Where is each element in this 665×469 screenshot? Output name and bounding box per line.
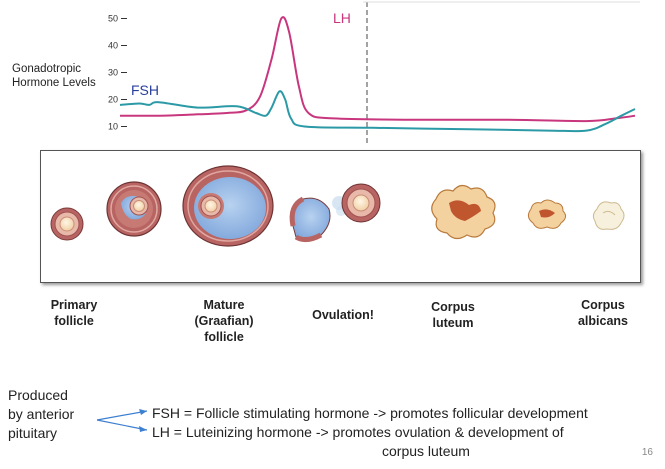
- y-tick-label: 10: [108, 122, 118, 132]
- label-mature-line1: Mature: [203, 298, 245, 312]
- corpus-albicans-illustration: [527, 199, 625, 230]
- hormone-level-chart: 10 20 30 40 50 LH FSH: [108, 1, 640, 145]
- secondary-follicle-illustration: [106, 181, 162, 237]
- ovulation-illustration: [289, 183, 381, 243]
- y-axis-label: Gonadotropic Hormone Levels: [12, 62, 96, 90]
- y-tick-label: 40: [108, 41, 118, 51]
- lh-definition-line1: LH = Luteinizing hormone -> promotes ovu…: [152, 424, 564, 440]
- label-mature-line2: (Graafian): [194, 314, 254, 328]
- label-mature-line3: follicle: [204, 330, 244, 344]
- follicle-stages-illustration: [50, 165, 625, 247]
- legend-arrows: [96, 409, 148, 432]
- fsh-series-line: [119, 90, 636, 133]
- label-mature-follicle: Mature (Graafian) follicle: [186, 297, 262, 345]
- label-corpus-luteum: Corpus luteum: [423, 299, 483, 331]
- y-tick-label: 20: [108, 95, 118, 105]
- lh-series-line: [119, 16, 636, 123]
- y-tick-label: 30: [108, 68, 118, 78]
- label-ovulation: Ovulation!: [301, 307, 385, 323]
- fsh-definition: FSH = Follicle stimulating hormone -> pr…: [152, 405, 588, 421]
- label-albicans-line1: Corpus: [581, 298, 625, 312]
- produced-line3: pituitary: [8, 425, 58, 441]
- produced-line2: by anterior: [8, 406, 75, 422]
- label-ovulation-line1: Ovulation!: [312, 308, 374, 322]
- label-primary-follicle: Primary follicle: [44, 297, 104, 329]
- follicle-stages-figure: [40, 150, 641, 283]
- label-primary-line1: Primary: [50, 298, 98, 312]
- y-axis-label-line1: Gonadotropic: [12, 63, 82, 75]
- produced-line1: Produced: [8, 387, 68, 403]
- y-axis-label-line2: Hormone Levels: [12, 77, 96, 89]
- produced-by-note: Produced by anterior pituitary: [8, 386, 74, 443]
- primary-follicle-illustration: [50, 207, 84, 241]
- page-number: 16: [641, 447, 653, 458]
- y-axis-ticks: 10 20 30 40 50: [108, 14, 127, 132]
- label-albicans-line2: albicans: [577, 314, 629, 328]
- fsh-series-label: FSH: [131, 82, 159, 98]
- mature-follicle-illustration: [182, 165, 274, 247]
- y-tick-label: 50: [108, 14, 118, 24]
- label-primary-line2: follicle: [54, 314, 94, 328]
- label-luteum-line2: luteum: [432, 316, 474, 330]
- lh-series-label: LH: [333, 10, 351, 26]
- label-luteum-line1: Corpus: [431, 300, 475, 314]
- corpus-luteum-illustration: [431, 184, 496, 240]
- label-corpus-albicans: Corpus albicans: [570, 297, 636, 329]
- lh-definition-line2: corpus luteum: [382, 443, 470, 459]
